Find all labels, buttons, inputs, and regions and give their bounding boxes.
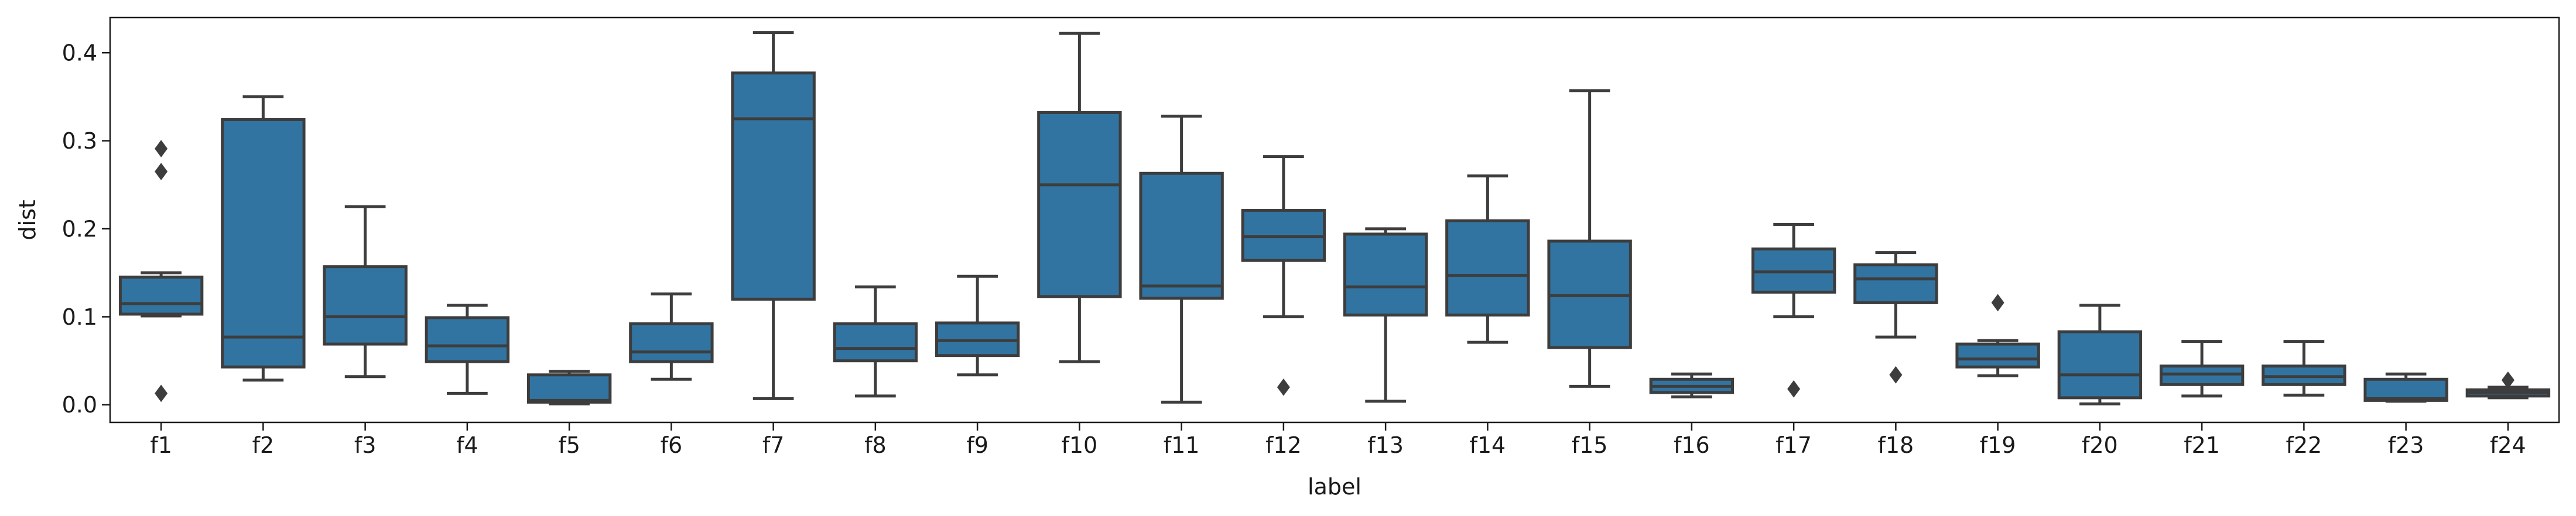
- y-tick-label: 0.1: [62, 304, 97, 330]
- outlier-point: [155, 163, 168, 181]
- box-f9: [935, 274, 1020, 377]
- box-f6: [629, 292, 714, 381]
- iqr-box: [1445, 219, 1530, 317]
- box-f3: [323, 205, 408, 379]
- outlier-point: [155, 384, 168, 403]
- iqr-box: [1343, 232, 1428, 317]
- box-f19: [1955, 294, 2040, 377]
- box-f11: [1139, 114, 1224, 404]
- iqr-box: [833, 322, 918, 363]
- x-tick-label: f20: [2082, 432, 2118, 458]
- x-tick-label: f15: [1572, 432, 1608, 458]
- iqr-box: [1037, 111, 1122, 298]
- box-f8: [833, 285, 918, 398]
- x-tick-label: f13: [1367, 432, 1404, 458]
- y-tick-label: 0.2: [62, 216, 97, 242]
- y-tick-label: 0.3: [62, 128, 97, 154]
- x-tick-label: f5: [558, 432, 580, 458]
- x-tick-label: f4: [456, 432, 478, 458]
- outlier-point: [2501, 371, 2515, 389]
- outlier-point: [1991, 294, 2004, 312]
- iqr-box: [118, 276, 204, 316]
- x-tick-label: f14: [1470, 432, 1506, 458]
- iqr-box: [1139, 171, 1224, 300]
- box-f5: [526, 370, 612, 405]
- x-tick-label: f6: [661, 432, 683, 458]
- x-axis-label: label: [1308, 474, 1361, 500]
- x-tick-label: f18: [1878, 432, 1914, 458]
- x-tick-label: f23: [2388, 432, 2424, 458]
- plot-area: [118, 31, 2551, 405]
- x-tick-label: f11: [1164, 432, 1200, 458]
- box-f15: [1547, 89, 1632, 388]
- y-tick-label: 0.0: [62, 392, 97, 418]
- box-f7: [731, 31, 816, 400]
- plot-frame: [109, 16, 2560, 424]
- box-f12: [1241, 155, 1326, 396]
- box-f13: [1343, 227, 1428, 403]
- y-axis-label: dist: [15, 199, 40, 240]
- box-f1: [118, 140, 204, 403]
- iqr-box: [1955, 342, 2040, 369]
- x-tick-label: f21: [2184, 432, 2220, 458]
- outlier-point: [155, 140, 168, 157]
- x-tick-label: f24: [2490, 432, 2526, 458]
- iqr-box: [731, 71, 816, 301]
- box-f20: [2057, 304, 2143, 405]
- iqr-box: [526, 373, 612, 404]
- iqr-box: [1853, 263, 1938, 304]
- x-tick-label: f2: [252, 432, 275, 458]
- x-tick-label: f8: [864, 432, 887, 458]
- iqr-box: [221, 118, 306, 369]
- outlier-point: [1277, 378, 1290, 396]
- y-tick-label: 0.4: [62, 40, 97, 66]
- x-tick-label: f17: [1776, 432, 1812, 458]
- iqr-box: [2057, 330, 2143, 400]
- x-tick-label: f10: [1062, 432, 1098, 458]
- box-f17: [1751, 223, 1836, 398]
- y-axis: 0.0 0.1 0.2 0.3 0.4: [62, 40, 110, 418]
- x-tick-label: f3: [354, 432, 377, 458]
- box-f14: [1445, 174, 1530, 344]
- box-f10: [1037, 32, 1122, 363]
- x-tick-label: f22: [2286, 432, 2322, 458]
- x-tick-label: f16: [1674, 432, 1710, 458]
- box-f22: [2262, 340, 2346, 397]
- x-tick-label: f1: [150, 432, 172, 458]
- box-f21: [2159, 340, 2245, 398]
- box-f23: [2363, 372, 2448, 403]
- box-f16: [1649, 372, 1735, 398]
- box-f18: [1853, 251, 1938, 384]
- iqr-box: [425, 316, 510, 363]
- box-f4: [425, 304, 510, 395]
- x-tick-label: f12: [1265, 432, 1302, 458]
- iqr-box: [629, 322, 714, 363]
- box-f2: [221, 95, 306, 382]
- iqr-box: [2363, 377, 2448, 402]
- outlier-point: [1889, 366, 1903, 384]
- outlier-point: [1787, 380, 1801, 398]
- iqr-box: [323, 265, 408, 346]
- x-tick-label: f19: [1980, 432, 2016, 458]
- box-f24: [2465, 371, 2551, 400]
- x-axis: f1 f2 f3 f4 f5 f6 f7 f8 f9 f10 f11 f12 f13 f14 f15 f16 f…: [150, 422, 2526, 458]
- x-tick-label: f9: [966, 432, 988, 458]
- x-tick-label: f7: [762, 432, 785, 458]
